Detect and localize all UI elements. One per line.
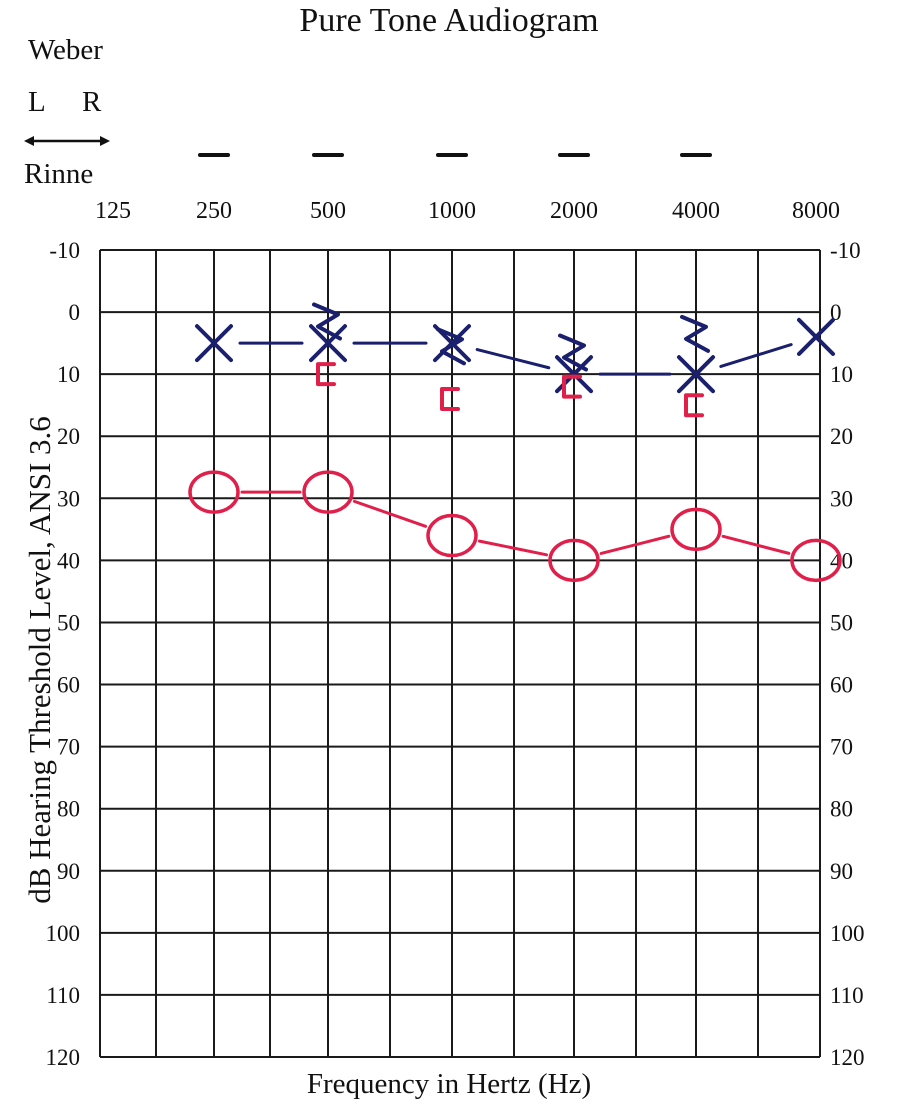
y-tick-label-right: 50 [830, 610, 853, 635]
y-tick-label-left: 60 [57, 673, 80, 698]
y-tick-label-left: 40 [57, 548, 80, 573]
right-ear-air-point [302, 470, 354, 514]
right-ear-bone-point [440, 386, 460, 411]
y-tick-label-right: 120 [830, 1045, 865, 1070]
weber-label: Weber [28, 34, 103, 66]
y-tick-label-right: 100 [830, 921, 865, 946]
x-tick-label: 8000 [792, 198, 840, 224]
left-ear-bone-point [558, 333, 588, 372]
y-tick-label-right: 90 [830, 859, 853, 884]
left-ear-air-point [309, 324, 347, 363]
rinne-label: Rinne [24, 158, 94, 190]
y-tick-label-right: 0 [830, 300, 842, 325]
right-ear-air-line [352, 499, 428, 528]
y-tick-label-left: 120 [46, 1045, 81, 1070]
left-ear-air-line [719, 343, 793, 368]
y-tick-label-right: 80 [830, 797, 853, 822]
left-ear-bone-point [312, 302, 342, 341]
y-tick-label-left: 110 [46, 983, 80, 1008]
y-tick-label-left: -10 [49, 238, 80, 263]
y-tick-label-left: 30 [57, 486, 80, 511]
right-ear-air-line [721, 534, 791, 555]
x-tick-label: 4000 [672, 198, 720, 224]
x-tick-label: 250 [196, 198, 232, 224]
right-ear-air-line [599, 534, 671, 555]
y-tick-label-right: 10 [830, 362, 853, 387]
right-ear-air-point [426, 513, 478, 558]
y-tick-label-left: 20 [57, 424, 80, 449]
weber-left-label: L [28, 86, 46, 118]
y-tick-label-right: 30 [830, 486, 853, 511]
right-ear-bone-point [684, 393, 704, 418]
left-ear-air-line [475, 348, 551, 370]
right-ear-bone-point [562, 374, 582, 399]
y-tick-label-left: 10 [57, 362, 80, 387]
y-tick-label-right: 110 [830, 983, 864, 1008]
chart-title: Pure Tone Audiogram [299, 2, 599, 39]
right-ear-air-point [790, 538, 842, 583]
x-tick-label: 1000 [428, 198, 476, 224]
x-tick-label: 500 [310, 198, 346, 224]
y-tick-label-right: 70 [830, 735, 853, 760]
left-ear-air-point [797, 317, 835, 356]
y-tick-label-left: 90 [57, 859, 80, 884]
x-tick-label: 125 [95, 198, 131, 224]
right-ear-bone-point [316, 362, 336, 387]
left-ear-air-point [195, 324, 233, 363]
weber-arrow-icon [24, 136, 110, 146]
x-tick-label: 2000 [550, 198, 598, 224]
right-ear-air-point [670, 507, 722, 552]
left-ear-bone-point [436, 327, 466, 366]
right-ear-air-point [548, 538, 600, 583]
x-axis-label: Frequency in Hertz (Hz) [306, 1068, 592, 1100]
y-tick-label-right: 60 [830, 673, 853, 698]
y-tick-label-right: -10 [830, 238, 861, 263]
left-ear-air-point [677, 355, 715, 394]
y-tick-label-left: 100 [46, 921, 81, 946]
y-tick-label-left: 0 [69, 300, 81, 325]
right-ear-air-line [477, 539, 549, 557]
y-tick-label-left: 50 [57, 610, 80, 635]
y-tick-label-right: 20 [830, 424, 853, 449]
y-tick-label-left: 80 [57, 797, 80, 822]
y-tick-label-left: 70 [57, 735, 80, 760]
weber-right-label: R [82, 86, 102, 118]
right-ear-air-point [188, 470, 240, 514]
left-ear-bone-point [680, 314, 710, 353]
